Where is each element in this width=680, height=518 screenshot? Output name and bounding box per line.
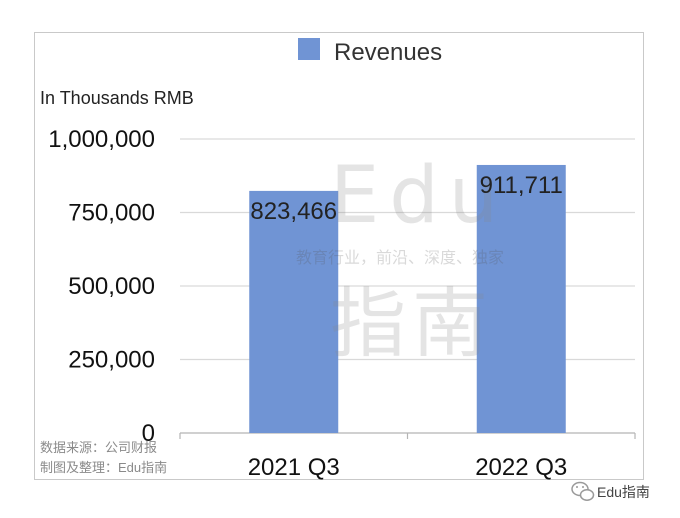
y-tick-label: 0 <box>142 420 155 447</box>
wechat-icon <box>571 481 595 501</box>
watermark-tagline: 教育行业，前沿、深度、独家 <box>296 248 504 267</box>
y-tick-label: 1,000,000 <box>48 126 155 153</box>
y-tick-label: 750,000 <box>68 200 155 227</box>
y-tick-label: 250,000 <box>68 347 155 374</box>
data-label: 823,466 <box>250 198 337 225</box>
source-line: 数据来源：公司财报 <box>40 440 157 455</box>
watermark: Edu 教育行业，前沿、深度、独家 指南 <box>296 151 508 368</box>
legend-label: Revenues <box>334 39 442 66</box>
credit-line: 制图及整理：Edu指南 <box>40 460 167 475</box>
bar-2021-q3 <box>249 190 339 433</box>
bars <box>249 164 566 433</box>
y-tick-labels: 0 250,000 500,000 750,000 1,000,000 <box>48 126 155 447</box>
chart-frame <box>34 32 644 480</box>
watermark-brand-cn: 指南 <box>330 279 494 368</box>
x-tick-label: 2021 Q3 <box>248 454 340 481</box>
x-tick-label: 2022 Q3 <box>475 454 567 481</box>
watermark-brand: Edu <box>330 151 508 241</box>
legend-swatch <box>298 38 320 60</box>
bar-2022-q3 <box>476 164 566 433</box>
x-tick-labels: 2021 Q3 2022 Q3 <box>248 454 568 481</box>
data-labels: 823,466 911,711 <box>250 172 562 225</box>
y-axis-label: In Thousands RMB <box>40 88 194 108</box>
account-badge: Edu指南 <box>571 481 650 501</box>
account-label: Edu指南 <box>597 484 650 500</box>
y-tick-label: 500,000 <box>68 273 155 300</box>
data-label: 911,711 <box>480 172 563 199</box>
